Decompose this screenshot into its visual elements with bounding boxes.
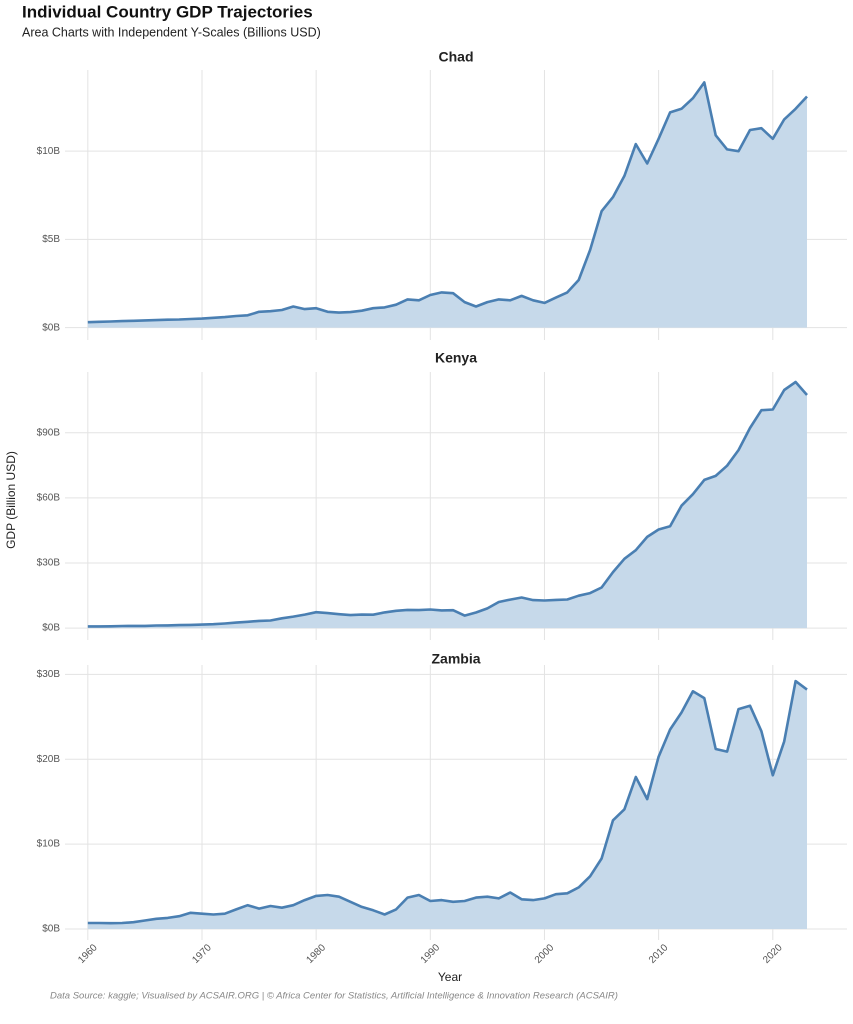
y-tick-label: $5B — [42, 234, 60, 245]
y-tick-label: $30B — [37, 669, 61, 680]
y-tick-label: $30B — [37, 558, 61, 569]
chart-title: Individual Country GDP Trajectories — [22, 2, 313, 21]
y-tick-label: $10B — [37, 839, 61, 850]
x-tick-label: 1970 — [190, 942, 214, 966]
line — [87, 679, 808, 925]
y-tick-label: $60B — [37, 493, 61, 504]
panel-title: Zambia — [431, 651, 480, 667]
panel-title: Chad — [439, 49, 474, 65]
y-tick-label: $90B — [37, 427, 61, 438]
x-tick-label: 1960 — [76, 942, 100, 966]
y-tick-label: $10B — [37, 146, 61, 157]
caption: Data Source: kaggle; Visualised by ACSAI… — [50, 991, 618, 1002]
line — [87, 81, 808, 324]
y-tick-label: $20B — [37, 754, 61, 765]
x-axis-label: Year — [438, 970, 462, 984]
panel-title: Kenya — [435, 350, 477, 366]
x-tick-label: 1980 — [304, 942, 328, 966]
x-tick-label: 2010 — [647, 942, 671, 966]
y-axis-label: GDP (Billion USD) — [4, 451, 18, 549]
area — [87, 382, 808, 629]
y-tick-label: $0B — [42, 924, 60, 935]
line — [87, 380, 808, 628]
area — [87, 82, 808, 328]
x-tick-label: 2020 — [761, 942, 785, 966]
x-tick-label: 2000 — [533, 942, 557, 966]
x-tick-label: 1990 — [419, 942, 443, 966]
area — [87, 681, 808, 929]
chart-subtitle: Area Charts with Independent Y-Scales (B… — [22, 25, 321, 39]
y-tick-label: $0B — [42, 623, 60, 634]
y-tick-label: $0B — [42, 322, 60, 333]
